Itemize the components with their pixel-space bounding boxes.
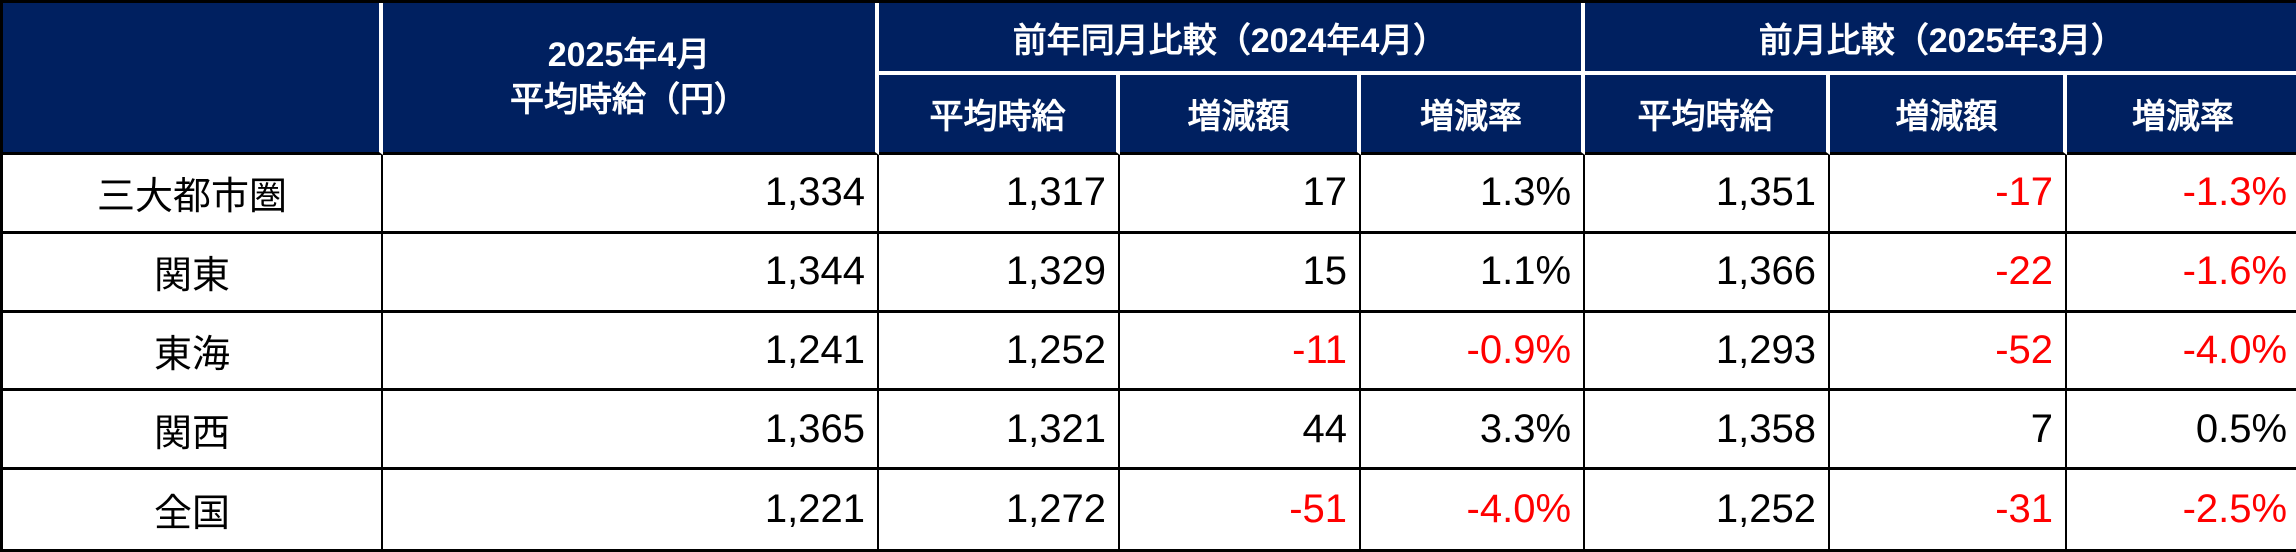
region-label: 東海 bbox=[3, 312, 383, 392]
col-header-yoy-diff-rate: 増減率 bbox=[1361, 75, 1586, 155]
yoy-wage-value: 1,252 bbox=[879, 312, 1120, 392]
col-header-mom-diff-rate: 増減率 bbox=[2067, 75, 2296, 155]
mom-diff-value: -52 bbox=[1830, 312, 2068, 392]
mom-wage-value: 1,252 bbox=[1585, 470, 1831, 549]
yoy-rate-value: -0.9% bbox=[1361, 312, 1586, 392]
mom-wage-value: 1,366 bbox=[1585, 233, 1831, 313]
mom-diff-value: -17 bbox=[1830, 155, 2068, 234]
mom-rate-value: -1.6% bbox=[2067, 233, 2296, 313]
region-label: 関東 bbox=[3, 233, 383, 313]
mom-rate-value: 0.5% bbox=[2067, 391, 2296, 471]
yoy-rate-value: 1.1% bbox=[1361, 233, 1586, 313]
current-wage-value: 1,221 bbox=[383, 470, 879, 549]
mom-wage-value: 1,358 bbox=[1585, 391, 1831, 471]
corner-cell bbox=[3, 3, 383, 155]
table-row-kansai: 関西 1,365 1,321 44 3.3% 1,358 7 0.5% bbox=[3, 391, 2296, 471]
header-sub-row: 平均時給 増減額 増減率 平均時給 増減額 増減率 bbox=[3, 75, 2296, 155]
yoy-diff-value: -51 bbox=[1120, 470, 1361, 549]
mom-rate-value: -1.3% bbox=[2067, 155, 2296, 234]
region-label: 三大都市圏 bbox=[3, 155, 383, 234]
yoy-diff-value: 44 bbox=[1120, 391, 1361, 471]
mom-diff-value: -31 bbox=[1830, 470, 2068, 549]
col-header-yoy-diff-amount: 増減額 bbox=[1120, 75, 1361, 155]
table-row-three-major-metro: 三大都市圏 1,334 1,317 17 1.3% 1,351 -17 -1.3… bbox=[3, 155, 2296, 234]
col-header-current-month-wage: 2025年4月 平均時給（円） bbox=[383, 3, 879, 155]
yoy-rate-value: 3.3% bbox=[1361, 391, 1586, 471]
current-wage-value: 1,344 bbox=[383, 233, 879, 313]
region-label: 関西 bbox=[3, 391, 383, 471]
current-wage-value: 1,334 bbox=[383, 155, 879, 234]
yoy-diff-value: 17 bbox=[1120, 155, 1361, 234]
col-header-yoy-average-wage: 平均時給 bbox=[879, 75, 1120, 155]
yoy-wage-value: 1,272 bbox=[879, 470, 1120, 549]
mom-diff-value: -22 bbox=[1830, 233, 2068, 313]
yoy-diff-value: -11 bbox=[1120, 312, 1361, 392]
mom-rate-value: -4.0% bbox=[2067, 312, 2296, 392]
region-label: 全国 bbox=[3, 470, 383, 549]
yoy-wage-value: 1,317 bbox=[879, 155, 1120, 234]
mom-diff-value: 7 bbox=[1830, 391, 2068, 471]
group-header-yoy-comparison: 前年同月比較（2024年4月） bbox=[879, 3, 1586, 75]
yoy-wage-value: 1,329 bbox=[879, 233, 1120, 313]
yoy-rate-value: -4.0% bbox=[1361, 470, 1586, 549]
header-group-row: 2025年4月 平均時給（円） 前年同月比較（2024年4月） 前月比較（202… bbox=[3, 3, 2296, 155]
mom-rate-value: -2.5% bbox=[2067, 470, 2296, 549]
table-row-nationwide: 全国 1,221 1,272 -51 -4.0% 1,252 -31 -2.5% bbox=[3, 470, 2296, 549]
yoy-rate-value: 1.3% bbox=[1361, 155, 1586, 234]
table-row-kanto: 関東 1,344 1,329 15 1.1% 1,366 -22 -1.6% bbox=[3, 233, 2296, 313]
yoy-wage-value: 1,321 bbox=[879, 391, 1120, 471]
col-header-mom-diff-amount: 増減額 bbox=[1830, 75, 2068, 155]
table-row-tokai: 東海 1,241 1,252 -11 -0.9% 1,293 -52 -4.0% bbox=[3, 312, 2296, 392]
current-wage-value: 1,365 bbox=[383, 391, 879, 471]
current-wage-value: 1,241 bbox=[383, 312, 879, 392]
mom-wage-value: 1,293 bbox=[1585, 312, 1831, 392]
mom-wage-value: 1,351 bbox=[1585, 155, 1831, 234]
group-header-mom-comparison: 前月比較（2025年3月） bbox=[1585, 3, 2296, 75]
yoy-diff-value: 15 bbox=[1120, 233, 1361, 313]
col-header-mom-average-wage: 平均時給 bbox=[1585, 75, 1831, 155]
